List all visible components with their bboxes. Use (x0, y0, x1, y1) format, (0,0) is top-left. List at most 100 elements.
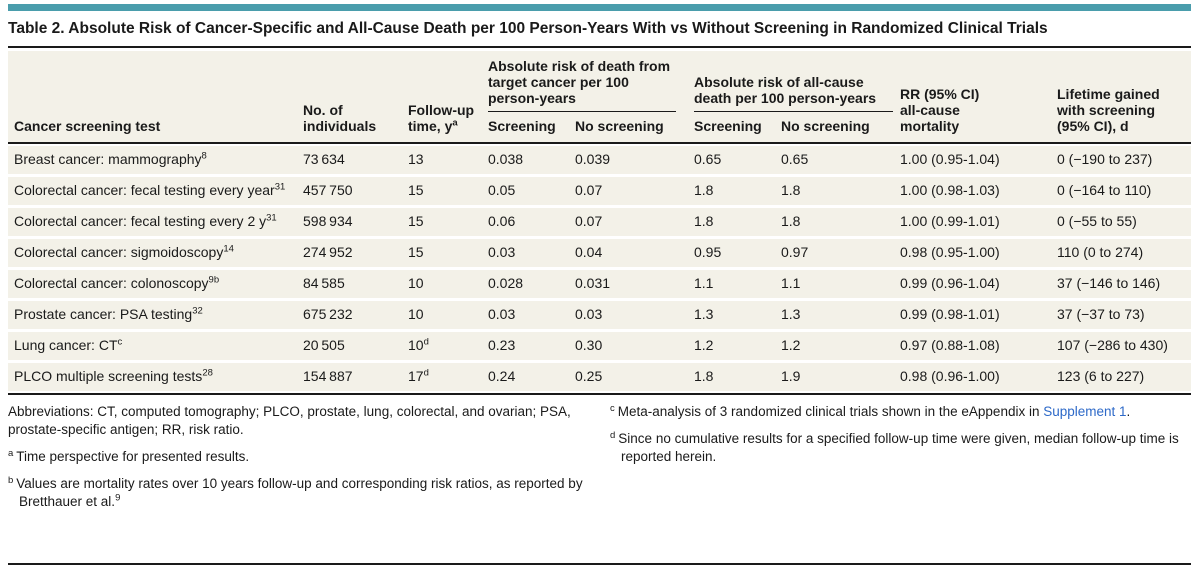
cell-lifetime: 107 (−286 to 430) (1057, 337, 1168, 353)
cell-screening-test: Prostate cancer: PSA testing32 (8, 301, 303, 329)
footnote-marker-a-ref: a (452, 117, 458, 129)
supplement-1-link[interactable]: Supplement 1 (1043, 404, 1127, 419)
span-header-target-cancer-group: Absolute risk of death from target cance… (488, 58, 694, 142)
cell-lifetime: 0 (−164 to 110) (1057, 182, 1152, 198)
cell-lifetime: 37 (−37 to 73) (1057, 306, 1145, 322)
cell-followup: 13 (408, 146, 488, 174)
screening-test-label: Colorectal cancer: colonoscopy (14, 275, 209, 291)
cell-lifetime: 0 (−55 to 55) (1057, 213, 1137, 229)
subheader-allcause-screening: Screening (694, 118, 762, 134)
cell-followup: 15 (408, 177, 488, 205)
accent-bar (8, 4, 1191, 11)
cell-allcause-no-screening: 1.2 (781, 337, 801, 353)
followup-value: 17 (408, 368, 424, 384)
followup-value: 10 (408, 337, 424, 353)
cell-allcause-no-screening: 0.65 (781, 151, 809, 167)
footnote-marker-c: c (610, 402, 615, 414)
cell-target-screening: 0.03 (488, 244, 516, 260)
followup-value: 15 (408, 213, 424, 229)
cell-rr: 1.00 (0.99-1.01) (900, 213, 1000, 229)
cell-individuals: 598 934 (303, 213, 353, 229)
cell-rr: 1.00 (0.95-1.04) (900, 151, 1000, 167)
subheader-row-all-cause: Screening No screening (694, 112, 900, 142)
reference-superscript: 8 (201, 150, 207, 162)
cell-allcause-no-screening: 1.9 (781, 368, 801, 384)
table-row: Prostate cancer: PSA testing32 675 232 1… (8, 301, 1191, 329)
cell-target-screening: 0.028 (488, 275, 524, 291)
cell-allcause-no-screening: 0.97 (781, 244, 809, 260)
column-header-rr: RR (95% CI) all-cause mortality (900, 86, 1057, 142)
column-header-lifetime-label: Lifetime gained with screening (95% CI),… (1057, 86, 1160, 134)
span-header-all-cause-group: Absolute risk of all-cause death per 100… (694, 74, 900, 142)
cell-target-screening: 0.05 (488, 182, 516, 198)
cell-screening-test: PLCO multiple screening tests28 (8, 363, 303, 391)
cell-rr: 0.98 (0.96-1.00) (900, 368, 1000, 384)
cell-individuals: 73 634 (303, 151, 345, 167)
cell-target-screening: 0.24 (488, 368, 516, 384)
cell-target-screening: 0.038 (488, 151, 524, 167)
cell-target-no-screening: 0.039 (575, 151, 611, 167)
cell-screening-test: Breast cancer: mammography8 (8, 146, 303, 174)
cell-allcause-screening: 1.2 (694, 337, 714, 353)
footnote-superscript: d (423, 336, 429, 348)
footnote-d-text: Since no cumulative results for a specif… (618, 431, 1179, 464)
cell-rr: 0.97 (0.88-1.08) (900, 337, 1000, 353)
cell-allcause-no-screening: 1.8 (781, 182, 801, 198)
subheader-target-no-screening: No screening (575, 118, 664, 134)
footnote-a: a Time perspective for presented results. (8, 448, 600, 466)
table-row: Colorectal cancer: colonoscopy9b 84 585 … (8, 270, 1191, 298)
cell-individuals: 20 505 (303, 337, 345, 353)
reference-superscript: 14 (223, 243, 234, 255)
cell-target-screening: 0.06 (488, 213, 516, 229)
cell-followup: 10d (408, 332, 488, 360)
abbreviations-note: Abbreviations: CT, computed tomography; … (8, 404, 571, 437)
column-header-rr-label: RR (95% CI) all-cause mortality (900, 86, 980, 134)
cell-allcause-screening: 1.1 (694, 275, 714, 291)
cell-lifetime: 123 (6 to 227) (1057, 368, 1145, 384)
table-header: Cancer screening test No. of individuals… (8, 51, 1191, 144)
cell-rr: 1.00 (0.98-1.03) (900, 182, 1000, 198)
cell-target-no-screening: 0.07 (575, 182, 603, 198)
cell-target-screening: 0.23 (488, 337, 516, 353)
cell-lifetime: 110 (0 to 274) (1057, 244, 1144, 260)
screening-test-label: Colorectal cancer: fecal testing every y… (14, 182, 275, 198)
footnote-marker-a: a (8, 447, 14, 459)
column-header-screening-test: Cancer screening test (14, 118, 161, 134)
reference-superscript: 28 (202, 367, 213, 379)
footnote-c-period: . (1126, 404, 1131, 419)
footnote-b: b Values are mortality rates over 10 year… (8, 475, 600, 511)
followup-value: 10 (408, 306, 424, 322)
column-header-followup-label: Follow-up time, y (408, 102, 475, 134)
cell-allcause-screening: 1.8 (694, 368, 714, 384)
cell-allcause-no-screening: 1.8 (781, 213, 801, 229)
cell-rr: 0.99 (0.96-1.04) (900, 275, 1000, 291)
footnote-c: c Meta-analysis of 3 randomized clinical … (610, 403, 1191, 421)
footnote-marker-b: b (8, 474, 14, 486)
cell-rr: 0.98 (0.95-1.00) (900, 244, 1000, 260)
cell-individuals: 457 750 (303, 182, 353, 198)
column-header-followup: Follow-up time, ya (408, 102, 488, 142)
cell-target-screening: 0.03 (488, 306, 516, 322)
cell-individuals: 274 952 (303, 244, 353, 260)
table-row: Lung cancer: CTc 20 505 10d 0.23 0.30 1.… (8, 332, 1191, 360)
reference-superscript: 32 (192, 305, 203, 317)
table-row: Colorectal cancer: fecal testing every y… (8, 177, 1191, 205)
cell-screening-test: Colorectal cancer: fecal testing every y… (8, 177, 303, 205)
cell-allcause-screening: 1.3 (694, 306, 714, 322)
reference-superscript: 9b (208, 274, 220, 286)
followup-value: 13 (408, 151, 424, 167)
table-row: Colorectal cancer: sigmoidoscopy14 274 9… (8, 239, 1191, 267)
table-body: Breast cancer: mammography8 73 634 13 0.… (8, 146, 1191, 395)
subheader-allcause-no-screening: No screening (781, 118, 870, 134)
cell-followup: 10 (408, 301, 488, 329)
span-header-all-cause: Absolute risk of all-cause death per 100… (694, 74, 893, 112)
reference-superscript: c (117, 336, 123, 348)
cell-followup: 10 (408, 270, 488, 298)
screening-test-label: Colorectal cancer: sigmoidoscopy (14, 244, 224, 260)
screening-test-label: PLCO multiple screening tests (14, 368, 203, 384)
cell-followup: 15 (408, 208, 488, 236)
cell-allcause-screening: 1.8 (694, 213, 714, 229)
subheader-target-screening: Screening (488, 118, 556, 134)
subheader-row-target: Screening No screening (488, 112, 694, 142)
footnote-d: d Since no cumulative results for a speci… (610, 430, 1191, 466)
